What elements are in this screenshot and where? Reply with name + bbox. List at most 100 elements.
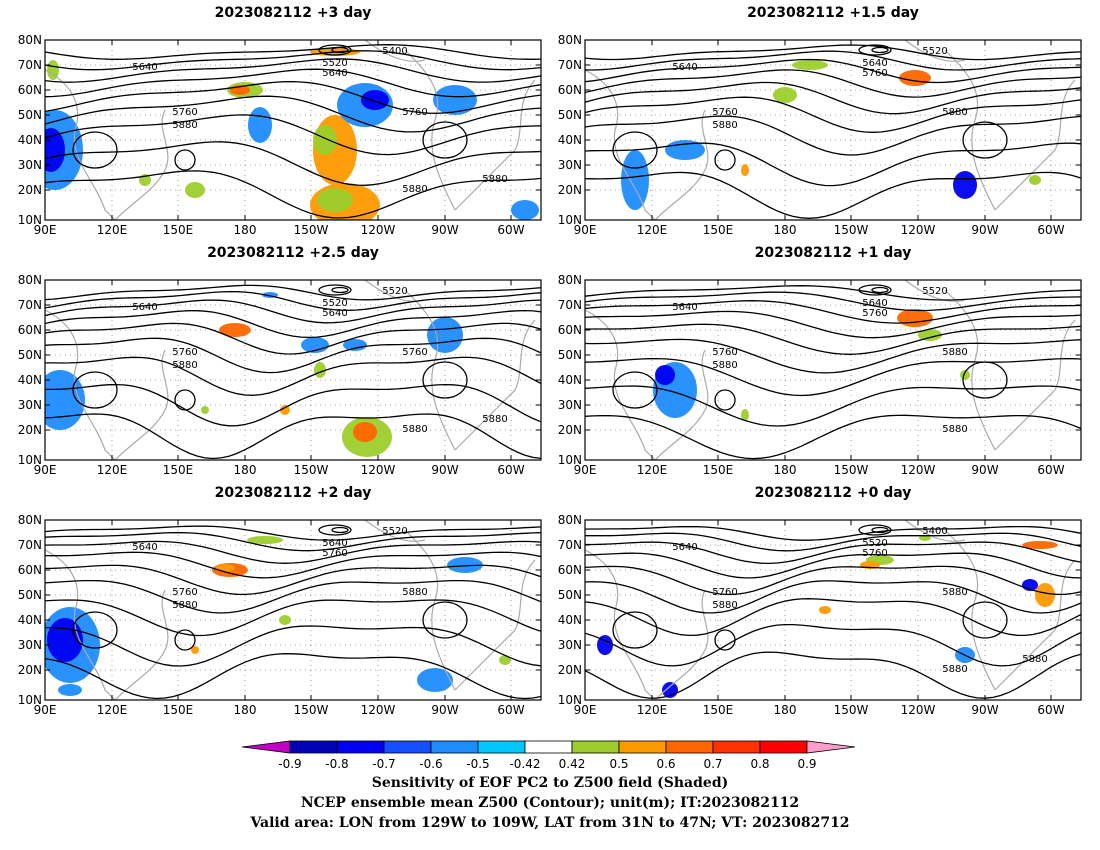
coastline	[585, 549, 656, 700]
lat-tick-label: 10N	[558, 693, 582, 707]
contour-label: 5760	[322, 548, 347, 559]
colorbar-swatch	[524, 740, 573, 754]
colorbar: -0.9 -0.8 -0.7 -0.6 -0.5 -0.42 0.42 0.5 0.6 0.7 0.…	[241, 740, 856, 771]
z500-contour	[45, 625, 541, 667]
z500-contour	[45, 322, 541, 355]
panel-title: 2023082112 +1 day	[754, 245, 912, 261]
map-panel-0day: 2023082112 +0 day	[585, 480, 1081, 661]
sensitivity-shade	[279, 615, 291, 625]
contour-label: 5880	[172, 600, 197, 611]
sensitivity-shade	[899, 70, 931, 86]
z500-contour	[45, 309, 541, 339]
coastline	[45, 309, 116, 460]
lon-tick-label: 180	[234, 463, 257, 477]
coastline	[364, 520, 426, 542]
map-frame	[584, 39, 1082, 221]
z500-contour	[585, 580, 1081, 614]
z500-contour	[714, 629, 736, 651]
lon-tick-label: 90E	[574, 223, 597, 237]
contour-label: 5760	[862, 548, 887, 559]
lon-tick-label: 150W	[294, 463, 329, 477]
lon-tick-label: 150W	[294, 703, 329, 717]
z500-contour	[45, 80, 541, 114]
sensitivity-shade	[201, 406, 209, 414]
z500-contour	[45, 95, 541, 133]
z500-contour	[45, 532, 541, 552]
contour-label: 5640	[862, 298, 887, 309]
sensitivity-shade	[45, 128, 65, 172]
contour-label: 5520	[922, 286, 947, 297]
sensitivity-shade	[317, 188, 353, 212]
sensitivity-shade	[741, 409, 749, 421]
sensitivity-shade	[960, 370, 970, 380]
sensitivity-shade	[819, 606, 831, 614]
map-panel-1day: 2023082112 +1 day	[585, 240, 1081, 421]
sensitivity-shade	[511, 200, 539, 220]
coastline	[994, 79, 1076, 211]
lat-tick-label: 10N	[558, 453, 582, 467]
z500-contour	[858, 44, 892, 56]
contour-label: 5880	[712, 360, 737, 371]
z500-contour	[612, 371, 658, 409]
z500-contour	[422, 361, 468, 399]
colorbar-swatch	[618, 740, 667, 754]
lon-tick-label: 150E	[703, 223, 734, 237]
z500-contour	[72, 611, 118, 649]
contour-label: 5640	[132, 302, 157, 313]
sensitivity-shade	[773, 87, 797, 103]
lon-tick-label: 60W	[497, 463, 524, 477]
lon-tick-label: 90E	[574, 463, 597, 477]
sensitivity-shade	[313, 125, 337, 155]
colorbar-arrow-left	[241, 740, 291, 754]
z500-contour	[45, 50, 541, 71]
lat-tick-label: 40N	[558, 373, 582, 387]
panel-title: 2023082112 +1.5 day	[747, 5, 919, 21]
coastline	[654, 349, 709, 460]
lat-tick-label: 70N	[558, 58, 582, 72]
sensitivity-shade	[248, 107, 272, 143]
map-panel-1-5day: 2023082112 +1.5 day	[585, 0, 1081, 181]
contour-label: 5640	[132, 62, 157, 73]
z500-contour	[45, 525, 541, 541]
sensitivity-shade	[343, 339, 367, 351]
lat-tick-label: 80N	[558, 513, 582, 527]
lat-tick-label: 60N	[558, 323, 582, 337]
lat-tick-label: 40N	[558, 133, 582, 147]
lat-tick-label: 50N	[18, 588, 42, 602]
lat-tick-label: 60N	[558, 83, 582, 97]
colorbar-swatch	[477, 740, 526, 754]
colorbar-swatch	[289, 740, 338, 754]
z500-contour	[585, 651, 1081, 699]
colorbar-tick-label: 0.8	[750, 757, 769, 771]
lon-tick-label: 90E	[34, 703, 57, 717]
contour-label: 5520	[862, 538, 887, 549]
z500-contour	[45, 58, 541, 83]
z500-contour	[585, 285, 1081, 301]
z500-contour	[612, 611, 658, 649]
lon-tick-label: 90E	[574, 703, 597, 717]
colorbar-swatch	[712, 740, 761, 754]
colorbar-swatch	[665, 740, 714, 754]
sensitivity-shade	[427, 317, 463, 353]
z500-contour	[871, 286, 889, 294]
sensitivity-shade	[191, 646, 199, 654]
z500-contour	[871, 46, 889, 54]
contour-label: 5520	[382, 526, 407, 537]
lon-tick-label: 120W	[901, 463, 936, 477]
sensitivity-shade	[58, 684, 82, 696]
contour-label: 5760	[172, 107, 197, 118]
map-frame	[44, 519, 542, 701]
contour-label: 5880	[942, 424, 967, 435]
z500-contour	[72, 131, 118, 169]
panel-title: 2023082112 +2.5 day	[207, 245, 379, 261]
lon-tick-label: 120W	[901, 703, 936, 717]
lon-tick-label: 150E	[163, 223, 194, 237]
lon-tick-label: 90W	[971, 223, 998, 237]
z500-contour	[585, 385, 1081, 427]
z500-contour	[585, 171, 1081, 219]
z500-contour	[331, 526, 349, 534]
sensitivity-shade	[621, 150, 649, 210]
z500-contour	[45, 337, 541, 374]
lat-tick-label: 60N	[558, 563, 582, 577]
